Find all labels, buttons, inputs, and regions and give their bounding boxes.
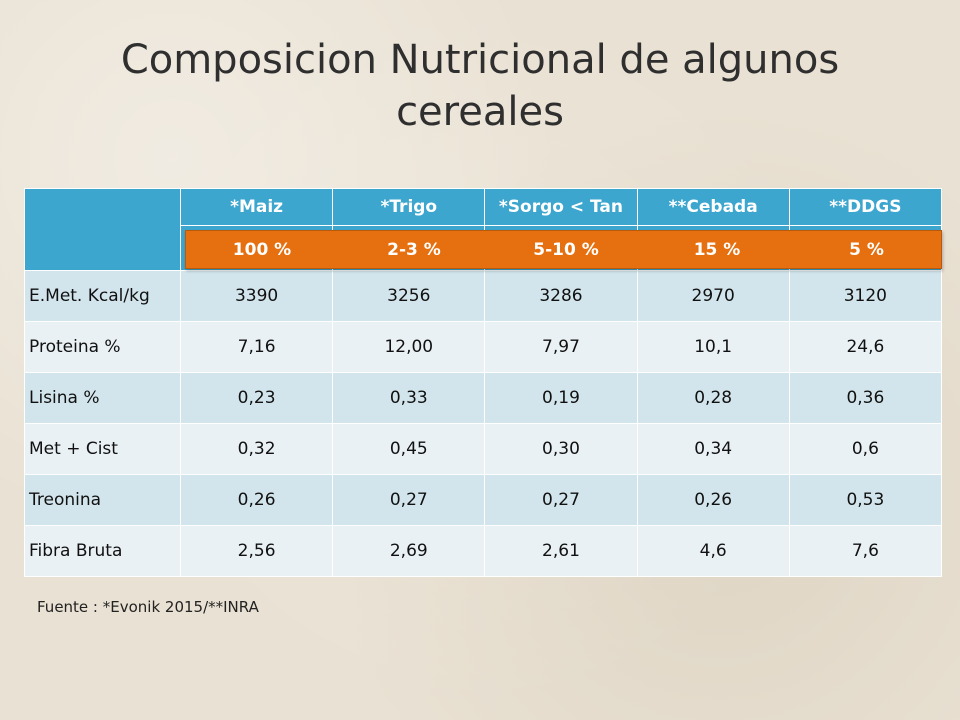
table-row: Lisina % 0,23 0,33 0,19 0,28 0,36: [24, 372, 943, 424]
table-cell: 10,1: [636, 321, 790, 373]
table-cell: 2,56: [179, 525, 334, 577]
table-cell: 7,16: [179, 321, 334, 373]
column-header-trigo: *Trigo: [332, 188, 486, 226]
table-cell: 3120: [788, 270, 943, 322]
slide-title-line-2: cereales: [396, 89, 564, 135]
table-cell: 0,6: [788, 423, 943, 475]
column-header-cebada: **Cebada: [636, 188, 790, 226]
row-label: Treonina: [24, 474, 181, 526]
source-note: Fuente : *Evonik 2015/**INRA: [37, 598, 259, 616]
slide-title: Composicion Nutricional de algunos cerea…: [0, 34, 960, 138]
table-cell: 0,27: [484, 474, 638, 526]
row-label: E.Met. Kcal/kg: [24, 270, 181, 322]
table-header-row: *Maiz *Trigo *Sorgo < Tan **Cebada **DDG…: [24, 188, 943, 271]
row-label: Met + Cist: [24, 423, 181, 475]
table-cell: 0,28: [636, 372, 790, 424]
column-header-ddgs: **DDGS: [788, 188, 943, 226]
nutrition-table: *Maiz *Trigo *Sorgo < Tan **Cebada **DDG…: [24, 188, 943, 577]
percent-label-ddgs: 5 %: [849, 239, 884, 260]
row-label: Lisina %: [24, 372, 181, 424]
table-cell: 0,34: [636, 423, 790, 475]
table-cell: 0,26: [636, 474, 790, 526]
table-cell: 3256: [332, 270, 486, 322]
table-row: Treonina 0,26 0,27 0,27 0,26 0,53: [24, 474, 943, 526]
table-cell: 0,23: [179, 372, 334, 424]
table-cell: 3390: [179, 270, 334, 322]
table-cell: 3286: [484, 270, 638, 322]
table-cell: 2,61: [484, 525, 638, 577]
table-row: Proteina % 7,16 12,00 7,97 10,1 24,6: [24, 321, 943, 373]
percent-label-maiz: 100 %: [232, 239, 292, 260]
table-corner-cell: [24, 188, 181, 271]
table-row: Met + Cist 0,32 0,45 0,30 0,34 0,6: [24, 423, 943, 475]
column-header-maiz: *Maiz: [179, 188, 334, 226]
column-header-sorgo: *Sorgo < Tan: [484, 188, 638, 226]
percent-label-sorgo: 5-10 %: [533, 239, 599, 260]
row-label: Fibra Bruta: [24, 525, 181, 577]
table-cell: 2,69: [332, 525, 486, 577]
table-cell: 2970: [636, 270, 790, 322]
table-cell: 12,00: [332, 321, 486, 373]
table-cell: 0,32: [179, 423, 334, 475]
slide-title-line-1: Composicion Nutricional de algunos: [120, 37, 840, 83]
table-row: E.Met. Kcal/kg 3390 3256 3286 2970 3120: [24, 270, 943, 322]
percent-label-trigo: 2-3 %: [387, 239, 441, 260]
table-cell: 0,45: [332, 423, 486, 475]
row-label: Proteina %: [24, 321, 181, 373]
table-cell: 7,6: [788, 525, 943, 577]
table-cell: 4,6: [636, 525, 790, 577]
table-cell: 0,19: [484, 372, 638, 424]
table-cell: 0,30: [484, 423, 638, 475]
table-cell: 0,36: [788, 372, 943, 424]
table-cell: 7,97: [484, 321, 638, 373]
table-cell: 0,26: [179, 474, 334, 526]
table-row: Fibra Bruta 2,56 2,69 2,61 4,6 7,6: [24, 525, 943, 577]
percent-label-cebada: 15 %: [693, 239, 741, 260]
table-cell: 0,27: [332, 474, 486, 526]
table-cell: 0,53: [788, 474, 943, 526]
table-cell: 24,6: [788, 321, 943, 373]
inclusion-percent-band: 100 % 2-3 % 5-10 % 15 % 5 %: [185, 230, 942, 269]
table-cell: 0,33: [332, 372, 486, 424]
